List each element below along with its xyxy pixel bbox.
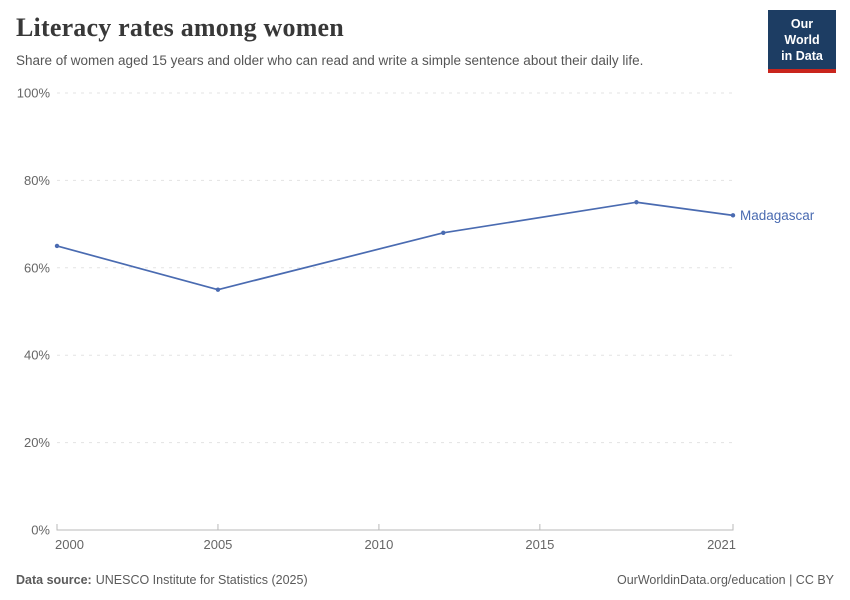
y-tick-label: 60% bbox=[24, 260, 50, 275]
page-title: Literacy rates among women bbox=[16, 13, 344, 42]
x-tick-label: 2021 bbox=[707, 537, 736, 552]
data-point-marker bbox=[441, 230, 446, 236]
x-axis bbox=[56, 524, 734, 531]
x-tick-label: 2010 bbox=[364, 537, 393, 552]
chart-subtitle: Share of women aged 15 years and older w… bbox=[16, 53, 644, 68]
data-point-marker bbox=[54, 243, 60, 249]
y-tick-label: 40% bbox=[24, 348, 50, 363]
y-tick-label: 20% bbox=[24, 435, 50, 450]
owid-license-link[interactable]: OurWorldinData.org/education | CC BY bbox=[616, 573, 834, 587]
y-tick-label: 80% bbox=[24, 173, 50, 188]
data-source-text: UNESCO Institute for Statistics (2025) bbox=[95, 573, 308, 587]
data-line bbox=[56, 201, 734, 291]
data-source-label: Data source: bbox=[16, 573, 92, 587]
owid-logo: Our World in Data bbox=[768, 10, 836, 73]
footer: Data source: UNESCO Institute for Statist… bbox=[16, 573, 834, 587]
data-point-marker bbox=[634, 200, 639, 205]
x-tick-label: 2015 bbox=[525, 537, 554, 552]
owid-logo-line2: in Data bbox=[781, 49, 823, 63]
owid-logo-line1: Our World bbox=[784, 17, 820, 47]
data-source: Data source: UNESCO Institute for Statist… bbox=[16, 573, 308, 587]
data-point-marker bbox=[730, 213, 736, 218]
series-label: Madagascar bbox=[740, 208, 815, 223]
x-tick-label: 2000 bbox=[55, 537, 84, 552]
y-tick-label: 100% bbox=[17, 86, 51, 101]
data-point-marker bbox=[215, 287, 221, 292]
y-tick-label: 0% bbox=[31, 523, 50, 538]
x-tick-label: 2005 bbox=[203, 537, 232, 552]
